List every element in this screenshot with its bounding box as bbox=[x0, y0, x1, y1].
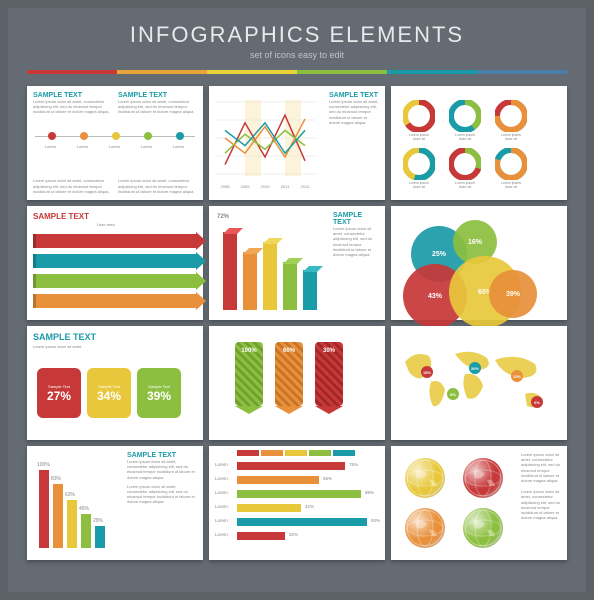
globe-icon bbox=[463, 458, 503, 498]
page-subtitle: set of icons easy to edit bbox=[8, 50, 586, 60]
hbar bbox=[237, 518, 367, 526]
c5-lbl: 72% bbox=[217, 214, 229, 220]
arrow-banner bbox=[33, 252, 197, 270]
svg-text:2010: 2010 bbox=[261, 184, 271, 189]
lorem: Lorem ipsum dolor sit amet, consectetur … bbox=[118, 99, 197, 115]
lorem: Lorem ipsum dolor sit amet. bbox=[33, 344, 197, 349]
vbar bbox=[81, 514, 91, 548]
timeline-dot bbox=[80, 132, 88, 140]
vbar bbox=[39, 470, 49, 548]
bar-3d bbox=[283, 262, 297, 310]
lorem: Lorem ipsum dolor sit amet, consectetur … bbox=[33, 178, 112, 194]
map-marker: 6% bbox=[531, 396, 543, 408]
lorem: Lorem ipsum dolor sit amet, consectetur … bbox=[329, 99, 379, 125]
card-hbars: Lorem75%Lorem55%Lorem88%Lorem42%Lorem92%… bbox=[209, 446, 385, 560]
lorem: Lorem ipsum dolor sit amet, consectetur … bbox=[521, 489, 561, 520]
globe-icon bbox=[463, 508, 503, 548]
donut-chart: Lorem ipsumdolor sit bbox=[449, 100, 481, 142]
hbar bbox=[237, 504, 301, 512]
timeline-dot bbox=[144, 132, 152, 140]
card-ribbons: 100% 60% 30% bbox=[209, 326, 385, 440]
bar-3d bbox=[263, 242, 277, 310]
card-venn: 25%16%43%65%39% bbox=[391, 206, 567, 320]
map-marker: 20% bbox=[469, 362, 481, 374]
timeline-dot bbox=[176, 132, 184, 140]
donut-chart: Lorem ipsumdolor sit bbox=[495, 148, 527, 190]
donut-chart: Lorem ipsumdolor sit bbox=[449, 148, 481, 190]
map-marker: 15% bbox=[421, 366, 433, 378]
card-worldmap: 15% 20% 8% 12% 6% bbox=[391, 326, 567, 440]
timeline-dot bbox=[48, 132, 56, 140]
card-timeline: SAMPLE TEXTLorem ipsum dolor sit amet, c… bbox=[27, 86, 203, 200]
c4-title: SAMPLE TEXT bbox=[33, 212, 197, 221]
c1-title1: SAMPLE TEXT bbox=[33, 92, 112, 99]
map-marker: 8% bbox=[447, 388, 459, 400]
arrow-banner bbox=[33, 292, 197, 310]
donut-chart: Lorem ipsumdolor sit bbox=[403, 148, 435, 190]
lorem: Lorem ipsum dolor sit amet, consectetur … bbox=[521, 452, 561, 483]
ribbon-tab: 100% bbox=[235, 342, 263, 406]
svg-text:2011: 2011 bbox=[281, 184, 290, 189]
c10-title: SAMPLE TEXT bbox=[127, 452, 197, 459]
lorem: Lorem ipsum dolor sit amet, consectetur … bbox=[333, 226, 379, 257]
venn-circle: 39% bbox=[489, 270, 537, 318]
lorem: Lorem ipsum dolor sit amet, consectetur … bbox=[118, 178, 197, 194]
svg-text:2012: 2012 bbox=[301, 184, 311, 189]
card-linechart: 2008 2009 2010 2011 2012 SAMPLE TEXT Lorem i… bbox=[209, 86, 385, 200]
globe-icon bbox=[405, 508, 445, 548]
lorem: Lorem ipsum dolor sit amet, consectetur … bbox=[127, 459, 197, 480]
hbar bbox=[237, 490, 361, 498]
c1-title2: SAMPLE TEXT bbox=[118, 92, 197, 99]
c2-title: SAMPLE TEXT bbox=[329, 92, 379, 99]
timeline-dot bbox=[112, 132, 120, 140]
arrow-banner bbox=[33, 272, 197, 290]
badge: Sample Text34% bbox=[87, 368, 131, 418]
hbar bbox=[237, 532, 285, 540]
map-marker: 12% bbox=[511, 370, 523, 382]
card-vbars: 100%83%63%45%29% SAMPLE TEXT Lorem ipsum… bbox=[27, 446, 203, 560]
badge: Sample Text39% bbox=[137, 368, 181, 418]
arrow-banner bbox=[33, 232, 197, 250]
c4-userarea: User area bbox=[97, 222, 115, 227]
c5-title: SAMPLE TEXT bbox=[333, 212, 379, 226]
vbar bbox=[53, 484, 63, 548]
hbar bbox=[237, 462, 345, 470]
page-title: INFOGRAPHICS ELEMENTS bbox=[8, 22, 586, 48]
vbar bbox=[67, 500, 77, 548]
card-arrows: SAMPLE TEXT User area bbox=[27, 206, 203, 320]
globe-icon bbox=[405, 458, 445, 498]
ribbon-tab: 30% bbox=[315, 342, 343, 406]
badge: Sample Text27% bbox=[37, 368, 81, 418]
svg-text:2008: 2008 bbox=[221, 184, 231, 189]
ribbon-tab: 60% bbox=[275, 342, 303, 406]
card-globes: Lorem ipsum dolor sit amet, consectetur … bbox=[391, 446, 567, 560]
bar-3d bbox=[303, 270, 317, 310]
donut-chart: Lorem ipsumdolor sit bbox=[403, 100, 435, 142]
vbar bbox=[95, 526, 105, 548]
card-donuts: Lorem ipsumdolor sit Lorem ipsumdolor sit… bbox=[391, 86, 567, 200]
bar-3d bbox=[223, 232, 237, 310]
c7-title: SAMPLE TEXT bbox=[33, 332, 197, 342]
card-badges: SAMPLE TEXT Lorem ipsum dolor sit amet. … bbox=[27, 326, 203, 440]
card-3dbars: 72% SAMPLE TEXT Lorem ipsum dolor sit am… bbox=[209, 206, 385, 320]
color-bar bbox=[27, 70, 567, 74]
lorem: Lorem ipsum dolor sit amet, consectetur … bbox=[33, 99, 112, 115]
donut-chart: Lorem ipsumdolor sit bbox=[495, 100, 527, 142]
hbar bbox=[237, 476, 319, 484]
lorem: Lorem ipsum dolor sit amet, consectetur … bbox=[127, 484, 197, 505]
bar-3d bbox=[243, 252, 257, 310]
svg-text:2009: 2009 bbox=[241, 184, 251, 189]
